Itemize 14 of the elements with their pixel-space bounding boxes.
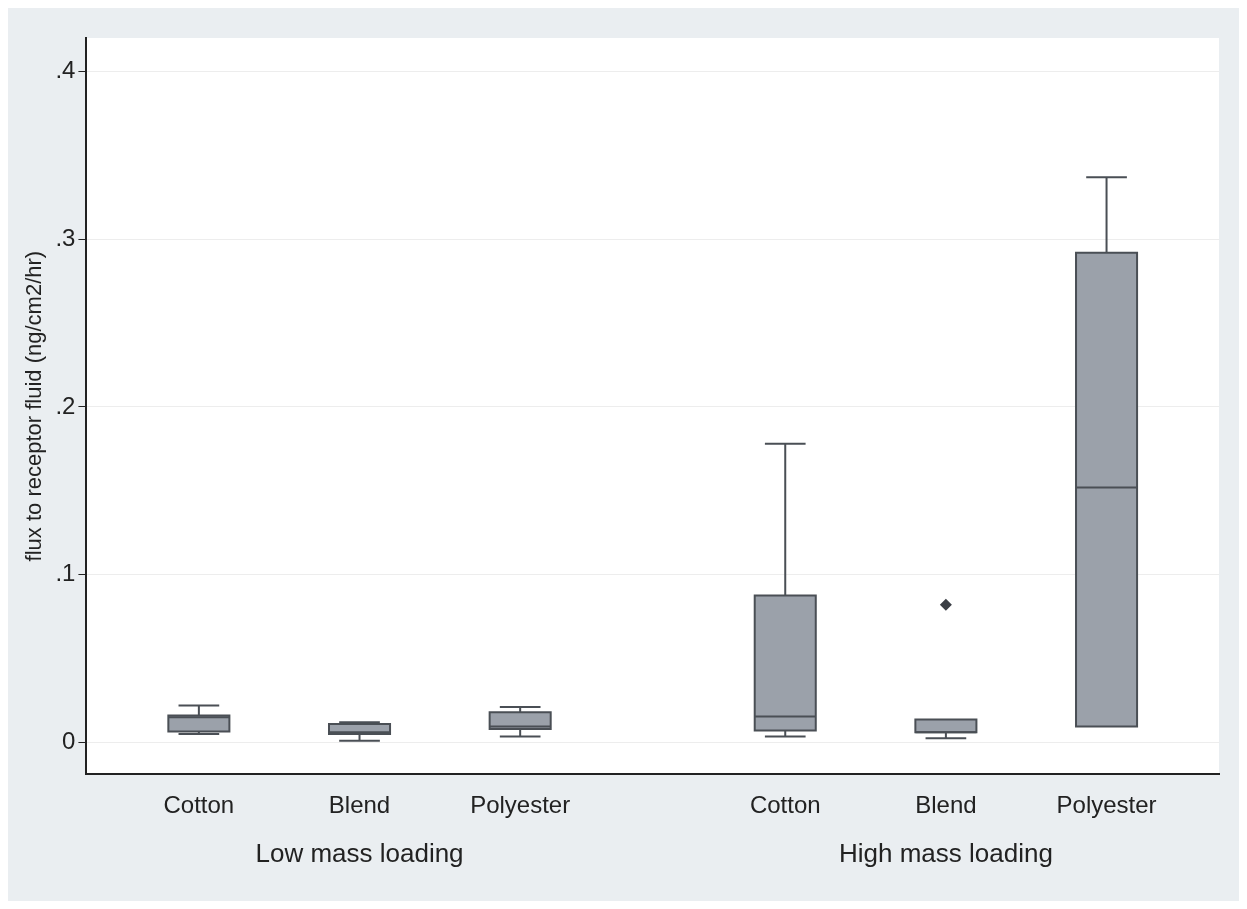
x-tick-label: Blend	[915, 791, 977, 819]
y-tick-label: 0	[62, 726, 76, 754]
x-tick-label: Cotton	[163, 791, 235, 819]
x-tick-label: Blend	[328, 791, 391, 819]
x-tick-label: Polyester	[1056, 791, 1157, 819]
text: High mass loading	[838, 838, 1053, 869]
x-tick-label: Polyester	[470, 791, 571, 819]
y-tick-label: .3	[55, 223, 76, 251]
x-tick-label: Cotton	[749, 791, 821, 819]
text: Low mass loading	[255, 838, 464, 869]
y-tick-label: .2	[55, 391, 76, 419]
y-tick-label: .1	[55, 559, 76, 587]
y-axis-title: flux to receptor fluid (ng/cm2/hr)	[21, 250, 47, 562]
y-tick-label: .4	[55, 56, 76, 84]
